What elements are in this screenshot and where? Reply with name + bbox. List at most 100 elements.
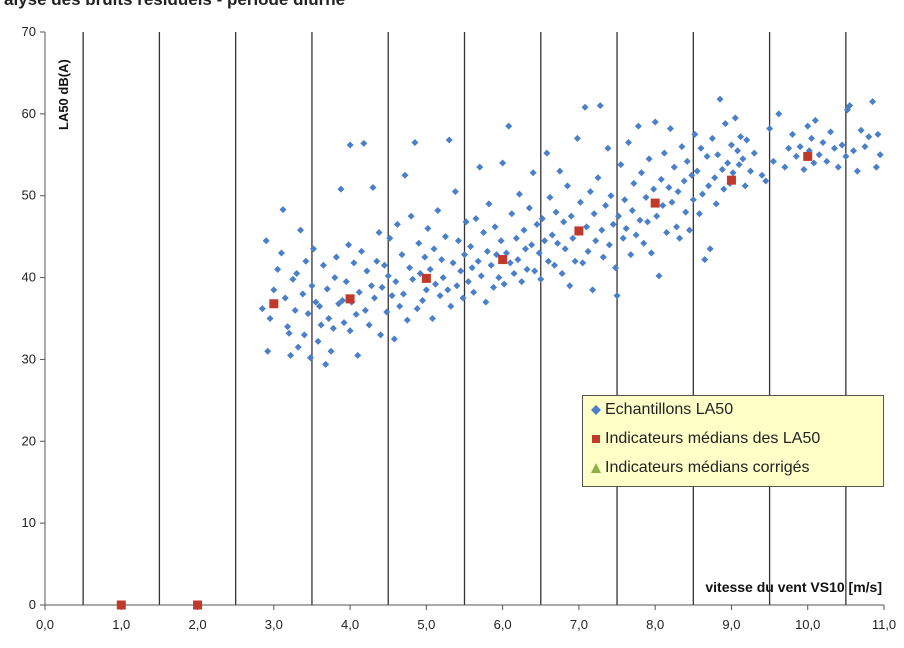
sample-point <box>657 175 665 183</box>
sample-point <box>708 134 716 142</box>
sample-point <box>424 224 432 232</box>
sample-point <box>369 184 377 192</box>
sample-point <box>627 251 635 259</box>
sample-point <box>874 130 882 138</box>
sample-point <box>523 265 531 273</box>
sample-point <box>454 237 462 245</box>
chart-legend: Echantillons LA50 Indicateurs médians de… <box>582 395 884 487</box>
sample-point <box>857 126 865 134</box>
sample-point <box>659 202 667 210</box>
sample-point <box>477 272 485 280</box>
sample-point <box>645 155 653 163</box>
sample-point <box>445 136 453 144</box>
legend-label-samples: Echantillons LA50 <box>605 401 734 418</box>
sample-point <box>581 103 589 111</box>
sample-point <box>302 257 310 265</box>
sample-point <box>411 139 419 147</box>
legend-label-medians: Indicateurs médians des LA50 <box>605 430 821 447</box>
x-tick-label: 2,0 <box>189 617 207 632</box>
sample-point <box>706 245 714 253</box>
sample-point <box>617 161 625 169</box>
legend-item-medians: Indicateurs médians des LA50 <box>592 430 821 448</box>
sample-point <box>370 294 378 302</box>
sample-point <box>689 196 697 204</box>
sample-point <box>834 163 842 171</box>
sample-point <box>332 253 340 261</box>
sample-point <box>403 316 411 324</box>
sample-point <box>510 269 518 277</box>
sample-point <box>701 256 709 264</box>
sample-point <box>508 210 516 218</box>
sample-point <box>583 223 591 231</box>
sample-point <box>444 286 452 294</box>
sample-point <box>560 218 568 226</box>
sample-point <box>808 134 816 142</box>
sample-point <box>274 265 282 273</box>
sample-point <box>470 288 478 296</box>
sample-point <box>406 264 414 272</box>
sample-point <box>800 166 808 174</box>
sample-point <box>407 212 415 220</box>
sample-point <box>541 237 549 245</box>
median-point <box>803 151 813 161</box>
sample-point <box>468 264 476 272</box>
sample-point <box>472 215 480 223</box>
sample-point <box>543 149 551 157</box>
sample-point <box>673 223 681 231</box>
sample-point <box>386 234 394 242</box>
sample-point <box>743 136 751 144</box>
sample-point <box>537 275 545 283</box>
sample-point <box>584 247 592 255</box>
sample-point <box>361 306 369 314</box>
sample-point <box>558 269 566 277</box>
sample-point <box>781 163 789 171</box>
median-point <box>345 294 355 304</box>
sample-point <box>668 198 676 206</box>
sample-point <box>711 174 719 182</box>
sample-point <box>830 144 838 152</box>
sample-point <box>262 237 270 245</box>
sample-point <box>682 208 690 216</box>
sample-point <box>415 239 423 247</box>
sample-point <box>350 259 358 267</box>
sample-point <box>849 147 857 155</box>
legend-square-marker <box>592 435 600 443</box>
sample-point <box>515 190 523 198</box>
sample-point <box>467 242 475 250</box>
sample-point <box>380 261 388 269</box>
sample-point <box>731 114 739 122</box>
sample-point <box>453 282 461 290</box>
sample-point <box>747 167 755 175</box>
sample-point <box>678 143 686 151</box>
sample-point <box>576 198 584 206</box>
y-axis-label: LA50 dB(A) <box>56 59 71 130</box>
sample-point <box>325 315 333 322</box>
legend-label-corrected: Indicateurs médians corrigés <box>605 459 810 476</box>
sample-point <box>287 351 295 359</box>
sample-point <box>483 247 491 255</box>
sample-point <box>607 192 615 200</box>
legend-diamond-marker <box>591 405 601 415</box>
sample-point <box>430 245 438 253</box>
sample-point <box>342 278 350 286</box>
sample-point <box>622 224 630 232</box>
sample-point <box>373 257 381 265</box>
x-tick-label: 3,0 <box>265 617 283 632</box>
sample-point <box>758 171 766 179</box>
sample-point <box>739 155 747 163</box>
sample-point <box>651 118 659 126</box>
sample-point <box>721 120 729 128</box>
sample-point <box>480 229 488 237</box>
sample-point <box>441 233 449 241</box>
sample-point <box>665 184 673 192</box>
sample-point <box>827 128 835 136</box>
sample-point <box>502 249 510 257</box>
x-tick-label: 10,0 <box>795 617 820 632</box>
sample-point <box>383 308 391 316</box>
sample-point <box>663 229 671 237</box>
sample-point <box>762 177 770 185</box>
median-point <box>574 226 584 236</box>
sample-point <box>716 95 724 103</box>
sample-point <box>392 278 400 286</box>
